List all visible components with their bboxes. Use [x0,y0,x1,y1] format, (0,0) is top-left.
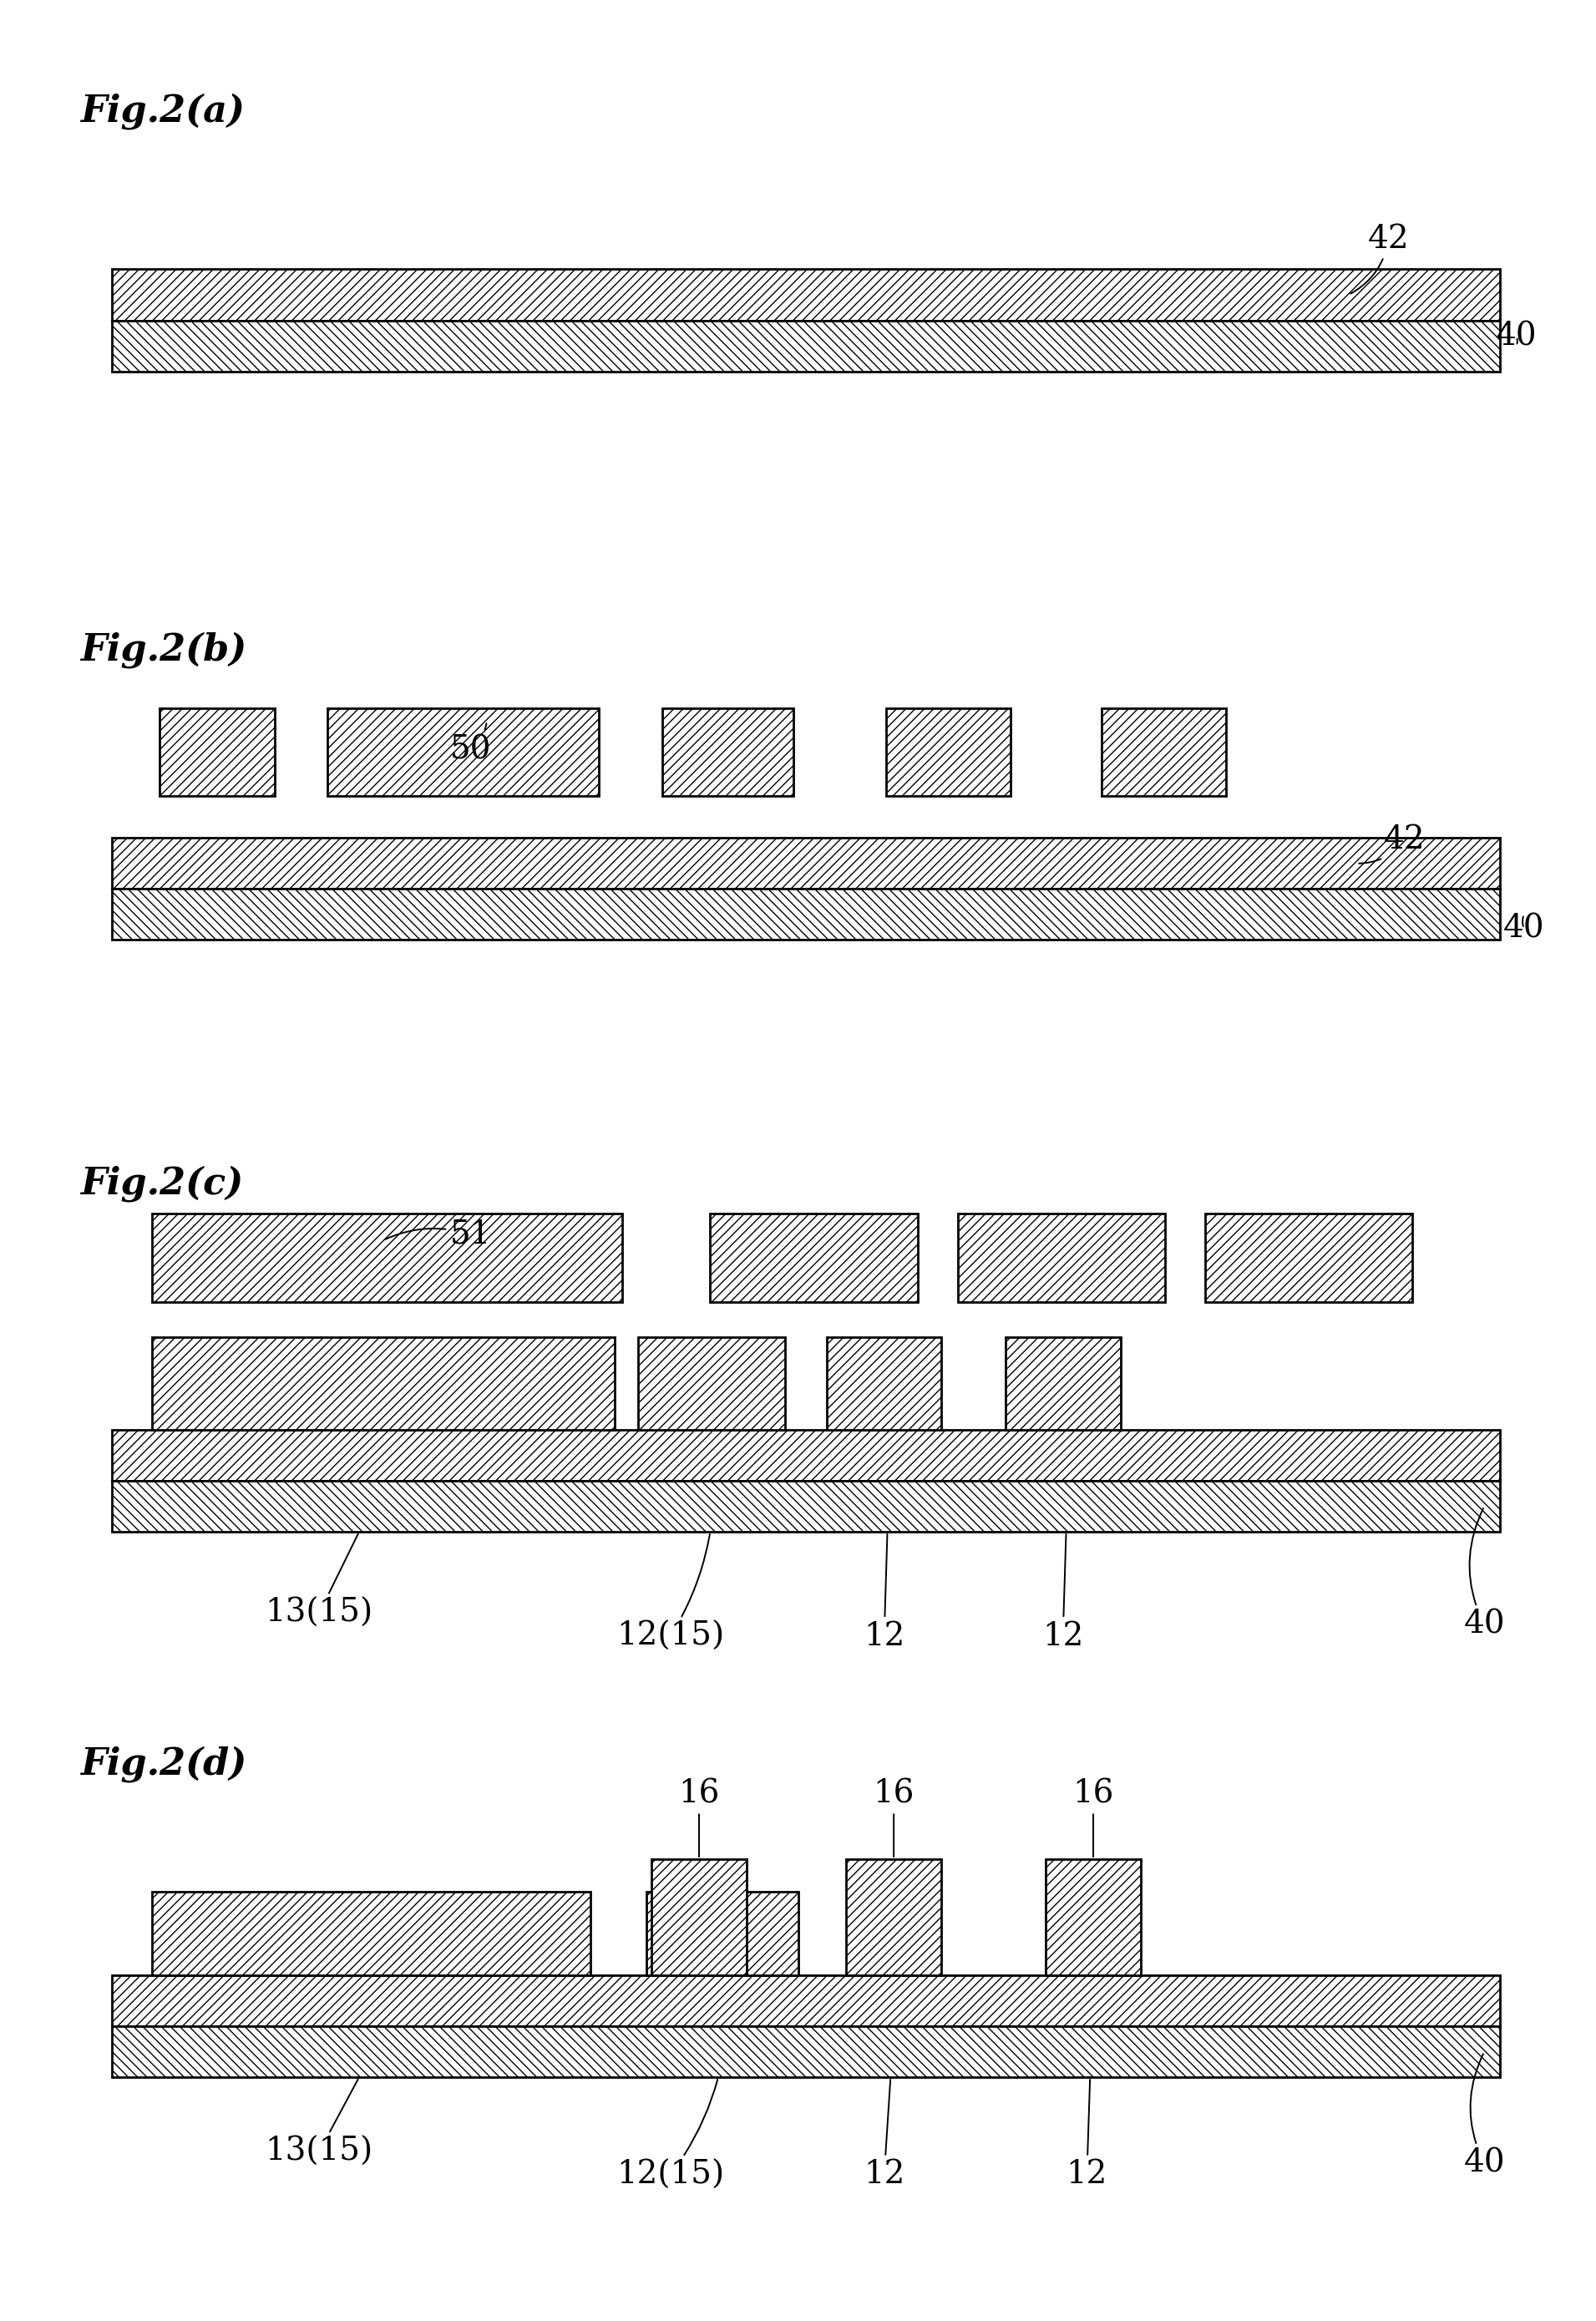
Bar [846,1859,942,1975]
Text: 13(15): 13(15) [265,1534,373,1629]
Text: Fig.2(d): Fig.2(d) [80,1745,246,1783]
Bar [152,1337,614,1430]
Bar [1101,708,1226,796]
Bar [112,889,1500,940]
Bar [1045,1859,1141,1975]
Bar [152,1892,591,1975]
Bar [112,269,1500,320]
Text: 16: 16 [678,1778,720,1857]
Text: 50: 50 [450,724,492,766]
Text: 42: 42 [1358,824,1425,863]
Bar [327,708,598,796]
Bar [662,708,793,796]
Text: 12: 12 [1066,2080,1108,2191]
Text: 12(15): 12(15) [616,1534,725,1653]
Text: 40: 40 [1464,2054,1505,2179]
Text: 40: 40 [1503,912,1545,945]
Bar [112,1430,1500,1481]
Text: 13(15): 13(15) [265,2080,373,2168]
Bar [1205,1214,1412,1302]
Text: 16: 16 [1073,1778,1114,1857]
Text: 12: 12 [863,1534,905,1653]
Bar [958,1214,1165,1302]
Text: 12(15): 12(15) [616,2080,725,2191]
Text: Fig.2(a): Fig.2(a) [80,93,244,130]
Bar [152,1214,622,1302]
Bar [112,1481,1500,1532]
Bar [886,708,1010,796]
Text: 51: 51 [385,1219,492,1251]
Bar [112,1975,1500,2026]
Bar [646,1892,798,1975]
Bar [112,2026,1500,2077]
Bar [112,838,1500,889]
Text: Fig.2(b): Fig.2(b) [80,631,246,668]
Text: Fig.2(c): Fig.2(c) [80,1165,243,1202]
Text: 40: 40 [1495,320,1537,353]
Bar [651,1859,747,1975]
Text: 42: 42 [1350,223,1409,295]
Text: 12: 12 [1042,1534,1084,1653]
Bar [710,1214,918,1302]
Text: 16: 16 [873,1778,915,1857]
Bar [827,1337,942,1430]
Bar [160,708,275,796]
Bar [112,320,1500,371]
Text: 12: 12 [863,2080,905,2191]
Bar [1005,1337,1120,1430]
Text: 40: 40 [1464,1509,1505,1641]
Bar [638,1337,785,1430]
